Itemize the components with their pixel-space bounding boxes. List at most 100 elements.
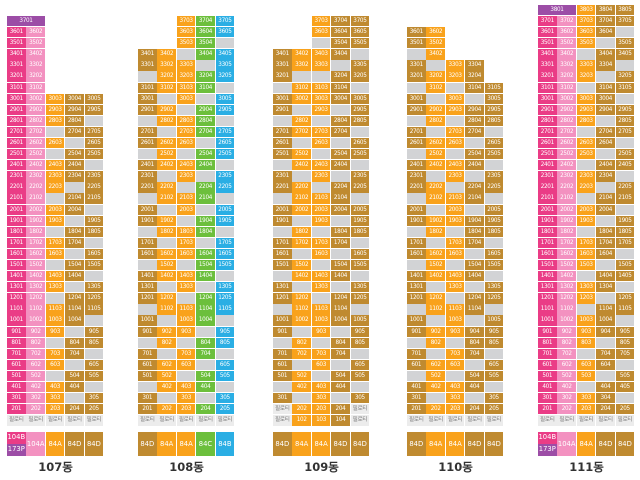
unit-cell[interactable]: 602 [557,359,576,371]
unit-cell[interactable]: 2602 [557,137,576,149]
unit-cell[interactable]: 902 [426,326,445,337]
unit-cell[interactable]: 1905 [615,215,635,226]
unit-cell[interactable]: 3104 [196,82,215,93]
unit-cell[interactable]: 2001 [7,204,26,215]
unit-cell[interactable]: 905 [215,326,235,337]
unit-cell[interactable]: 1401 [538,271,557,282]
unit-cell[interactable]: 3003 [445,93,465,104]
unit-cell[interactable]: 1201 [273,293,292,304]
unit-cell[interactable]: 2601 [273,137,292,149]
unit-cell[interactable]: 1602 [26,248,45,260]
unit-cell[interactable]: 2002 [292,204,311,215]
unit-cell[interactable]: 1001 [138,315,157,326]
unit-cell[interactable]: 1101 [538,304,557,315]
unit-cell[interactable]: 1205 [84,293,104,304]
unit-cell[interactable]: 2802 [557,115,576,127]
unit-cell[interactable]: 1202 [157,293,176,304]
unit-cell[interactable]: 1704 [331,237,350,249]
unit-cell[interactable]: 303 [576,393,596,404]
unit-cell[interactable]: 1905 [215,215,235,226]
unit-cell[interactable]: 3504 [196,38,215,49]
unit-cell[interactable]: 2701 [7,126,26,138]
unit-cell[interactable]: 603 [445,359,465,371]
unit-cell[interactable]: 2605 [484,137,504,149]
unit-cell[interactable]: 3302 [557,60,576,71]
unit-cell[interactable]: 1901 [273,215,292,226]
unit-cell[interactable]: 3104 [596,82,615,93]
unit-cell[interactable]: 202 [557,404,576,415]
unit-cell[interactable]: 2304 [65,171,84,182]
unit-cell[interactable]: 205 [84,404,104,415]
unit-cell[interactable]: 2001 [138,204,157,215]
unit-cell[interactable]: 2104 [196,193,215,204]
unit-cell[interactable]: 2401 [7,160,26,171]
unit-cell[interactable]: 1401 [138,271,157,282]
unit-cell[interactable]: 2401 [538,160,557,171]
unit-cell[interactable]: 1005 [350,315,370,326]
unit-cell[interactable]: 504 [65,370,84,382]
unit-cell[interactable]: 2904 [65,104,84,116]
unit-cell[interactable]: 1303 [445,282,465,293]
unit-cell[interactable]: 402 [26,381,45,393]
unit-cell[interactable]: 3402 [426,49,445,60]
unit-cell[interactable]: 1803 [176,226,196,237]
unit-cell[interactable]: 701 [407,348,426,359]
unit-cell[interactable]: 1804 [596,226,615,237]
unit-cell[interactable]: 1203 [576,293,596,304]
unit-cell[interactable]: 2901 [407,104,426,116]
unit-cell[interactable]: 605 [215,359,235,371]
unit-cell[interactable]: 1304 [596,282,615,293]
unit-cell[interactable]: 3001 [538,93,557,104]
unit-cell[interactable]: 2505 [350,149,370,160]
unit-cell[interactable]: 802 [26,337,45,348]
unit-cell[interactable]: 1602 [157,248,176,260]
unit-cell[interactable]: 1805 [615,226,635,237]
unit-cell[interactable]: 2204 [465,182,484,193]
unit-cell[interactable]: 1605 [215,248,235,260]
unit-cell[interactable]: 1802 [157,226,176,237]
unit-cell[interactable]: 1904 [465,215,484,226]
unit-cell[interactable]: 3301 [273,60,292,71]
unit-cell[interactable]: 2603 [45,137,65,149]
unit-cell[interactable]: 3701 [538,16,557,27]
unit-cell[interactable]: 601 [138,359,157,371]
unit-cell[interactable]: 2701 [138,126,157,138]
unit-cell[interactable]: 2801 [538,115,557,127]
unit-cell[interactable]: 1905 [484,215,504,226]
unit-cell[interactable]: 403 [311,381,331,393]
unit-cell[interactable]: 603 [311,359,331,371]
unit-cell[interactable]: 2304 [596,171,615,182]
unit-cell[interactable]: 2104 [65,193,84,204]
unit-cell[interactable]: 2401 [407,160,426,171]
unit-cell[interactable]: 505 [615,370,635,382]
unit-cell[interactable]: 1505 [615,259,635,271]
unit-cell[interactable]: 1603 [576,248,596,260]
unit-cell[interactable]: 1601 [407,248,426,260]
unit-cell[interactable]: 2303 [311,171,331,182]
unit-cell[interactable]: 3005 [484,93,504,104]
unit-cell[interactable]: 901 [7,326,26,337]
unit-cell[interactable]: 2702 [292,126,311,138]
unit-cell[interactable]: 1903 [445,215,465,226]
unit-cell[interactable]: 2804 [65,115,84,127]
unit-cell[interactable]: 2204 [196,182,215,193]
unit-cell[interactable]: 1402 [292,271,311,282]
unit-cell[interactable]: 303 [45,393,65,404]
unit-cell[interactable]: 2704 [65,126,84,138]
unit-cell[interactable]: 3003 [311,93,331,104]
unit-cell[interactable]: 701 [7,348,26,359]
unit-cell[interactable]: 1601 [273,248,292,260]
unit-cell[interactable]: 802 [292,337,311,348]
unit-cell[interactable]: 1705 [215,237,235,249]
unit-cell[interactable]: 3002 [292,93,311,104]
unit-cell[interactable]: 2403 [45,160,65,171]
unit-cell[interactable]: 201 [538,404,557,415]
unit-cell[interactable]: 805 [84,337,104,348]
unit-cell[interactable]: 2101 [7,193,26,204]
unit-cell[interactable]: 2403 [176,160,196,171]
unit-cell[interactable]: 3202 [26,71,45,82]
unit-cell[interactable]: 1805 [84,226,104,237]
unit-cell[interactable]: 505 [484,370,504,382]
unit-cell[interactable]: 2805 [484,115,504,127]
unit-cell[interactable]: 1704 [65,237,84,249]
